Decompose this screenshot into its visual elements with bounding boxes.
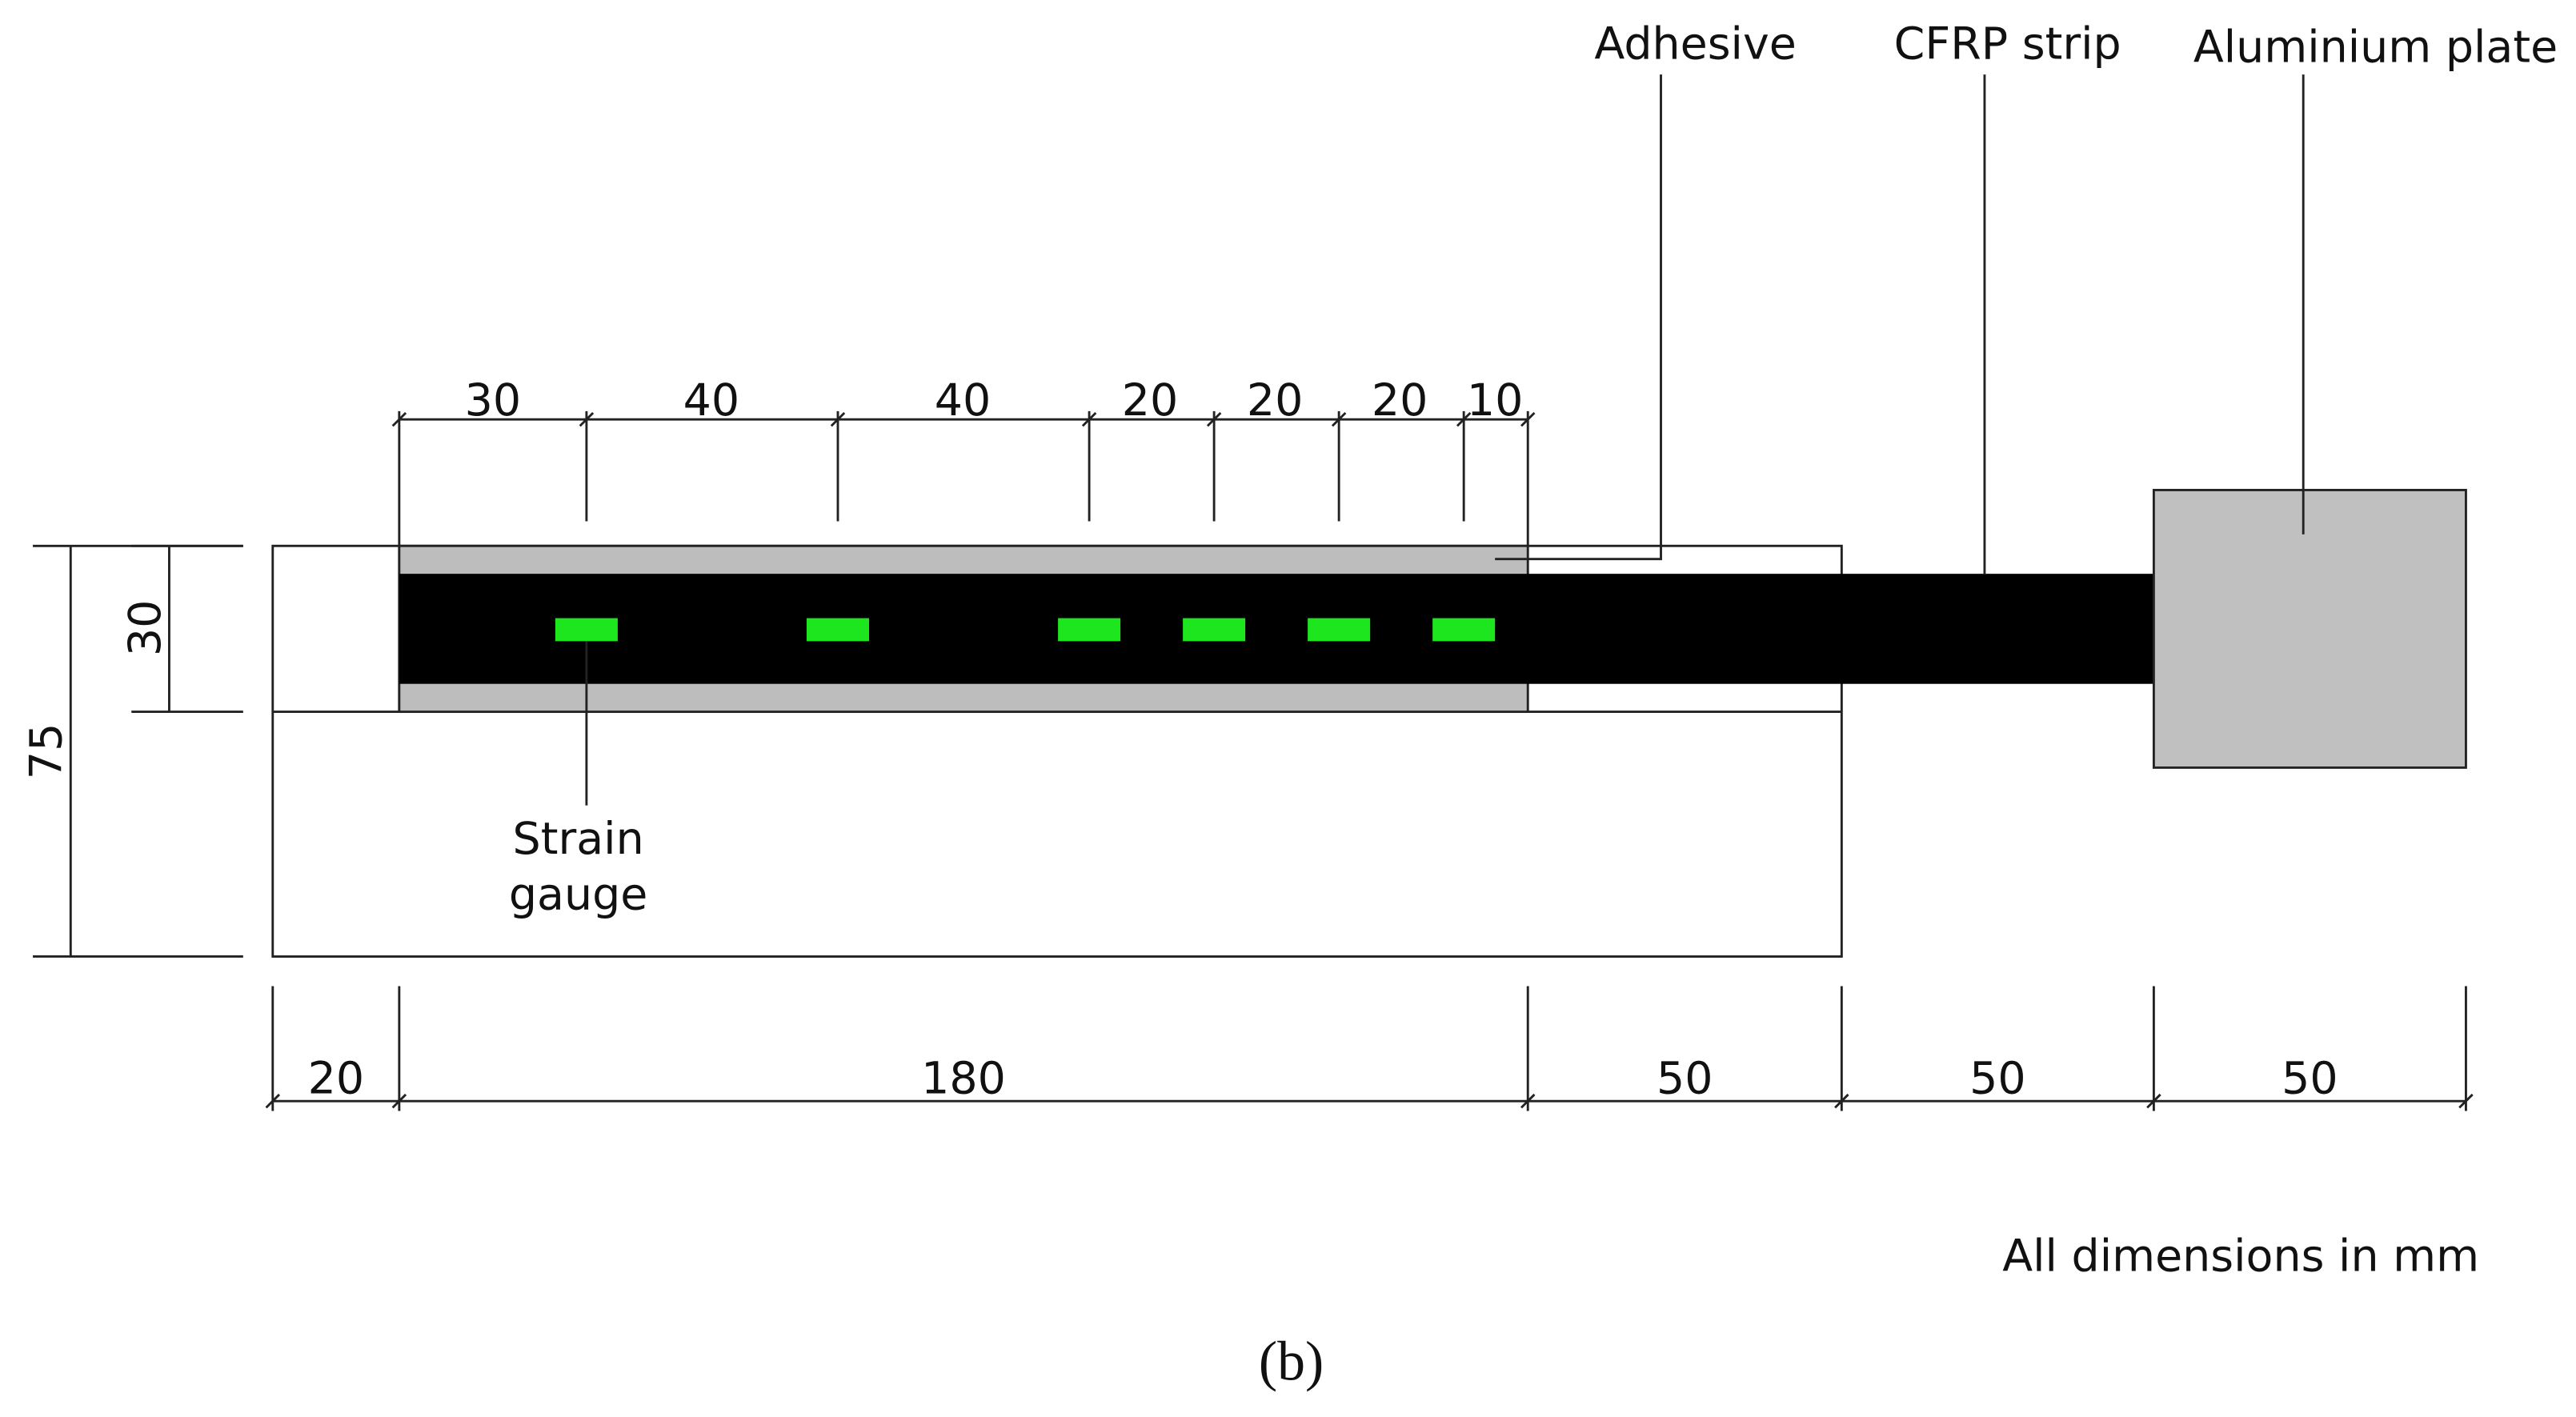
dim-label: 30 <box>120 600 171 657</box>
aluminium-plate <box>2152 489 2467 769</box>
dim-tick <box>391 411 407 427</box>
dim-tick <box>1520 411 1536 427</box>
caption: (b) <box>1259 1331 1324 1393</box>
adhesive-leader <box>1495 74 1662 561</box>
dim-tick <box>2458 1093 2474 1109</box>
dim-tick <box>391 1093 407 1109</box>
strain-gauge <box>1183 618 1246 642</box>
dim-label: 20 <box>308 1054 365 1105</box>
note: All dimensions in mm <box>2002 1231 2479 1282</box>
plate-label: Aluminium plate <box>2193 22 2558 73</box>
dim-label: 30 <box>465 375 522 426</box>
dim-label: 20 <box>1372 375 1428 426</box>
adhesive-label: Adhesive <box>1594 18 1796 70</box>
dim-label: 20 <box>1122 375 1179 426</box>
dim-label: 50 <box>2282 1054 2338 1105</box>
cfrp-label: CFRP strip <box>1894 18 2121 70</box>
dim-label: 10 <box>1467 375 1524 426</box>
dim-tick <box>1206 411 1222 427</box>
gauge-label: Strain <box>513 814 644 865</box>
dim-label: 40 <box>935 375 992 426</box>
dim-label: 180 <box>921 1054 1006 1105</box>
dim-tick <box>1834 1093 1849 1109</box>
strain-gauge <box>1058 618 1121 642</box>
dim-tick <box>579 411 595 427</box>
strain-gauge <box>806 618 870 642</box>
dim-tick <box>265 1093 281 1109</box>
strain-gauge <box>1308 618 1371 642</box>
dim-tick <box>2146 1093 2161 1109</box>
dim-tick <box>1520 1093 1536 1109</box>
dim-label: 75 <box>22 723 73 780</box>
strain-gauge <box>555 618 618 642</box>
gauge-label: gauge <box>509 870 647 921</box>
dim-label: 50 <box>1969 1054 2026 1105</box>
strain-gauge <box>1432 618 1496 642</box>
dim-label: 40 <box>683 375 740 426</box>
cfrp-strip <box>399 574 2154 684</box>
dim-label: 50 <box>1657 1054 1713 1105</box>
dim-tick <box>1456 411 1472 427</box>
dim-tick <box>1081 411 1097 427</box>
dim-tick <box>1331 411 1347 427</box>
dim-label: 20 <box>1247 375 1304 426</box>
dim-tick <box>830 411 846 427</box>
